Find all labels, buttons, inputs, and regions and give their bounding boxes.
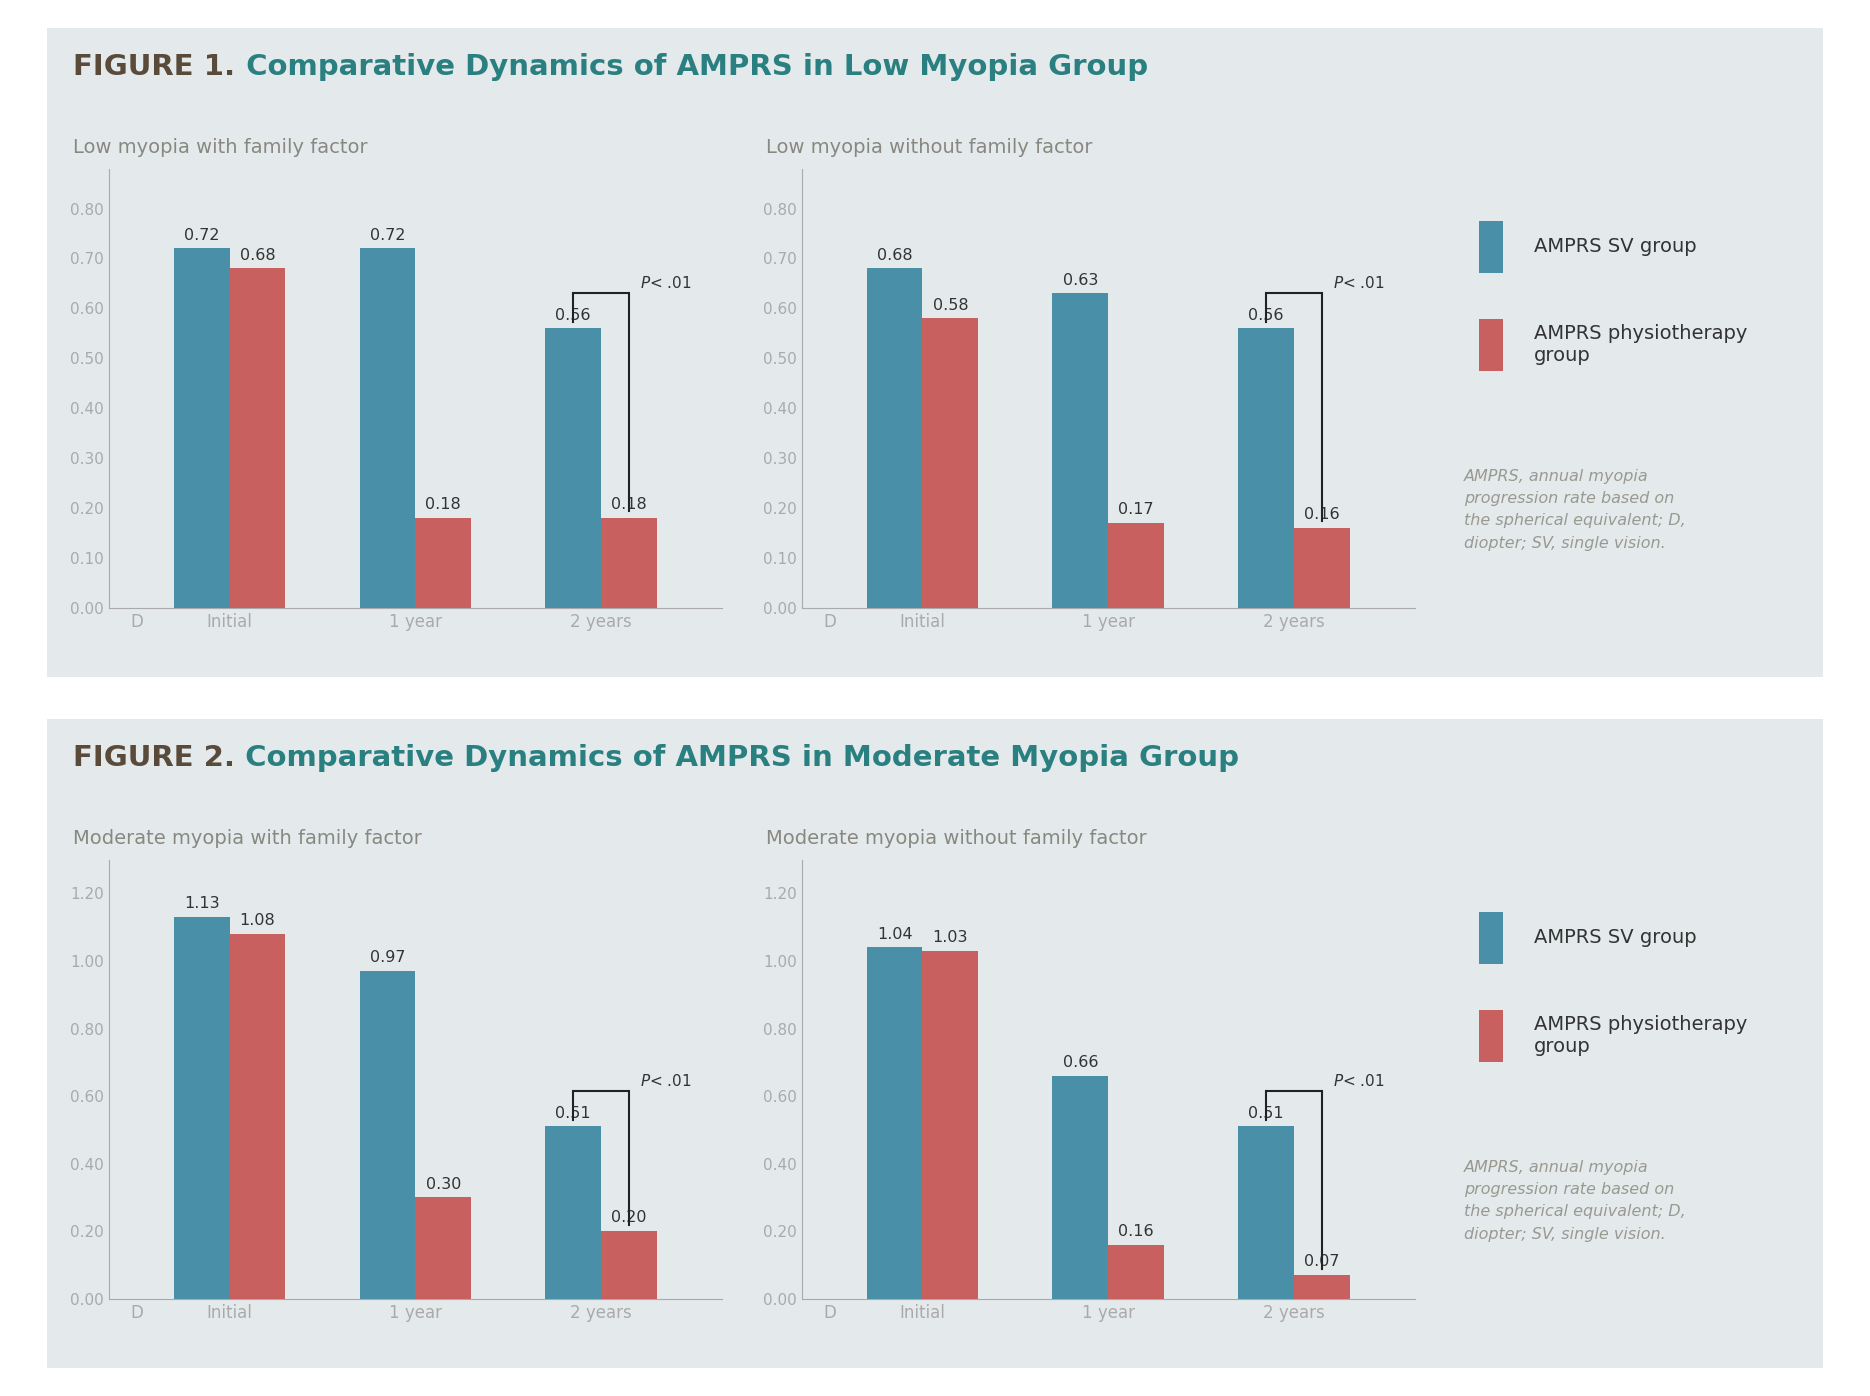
Text: 0.16: 0.16	[1303, 507, 1339, 522]
Bar	[1238, 1127, 1294, 1298]
Bar	[868, 948, 922, 1298]
Text: 0.51: 0.51	[555, 1106, 591, 1121]
Bar	[1238, 328, 1294, 607]
Bar	[1109, 1245, 1163, 1298]
FancyBboxPatch shape	[1479, 1009, 1503, 1062]
Text: $\mathit{P}$< .01: $\mathit{P}$< .01	[640, 1074, 692, 1089]
Bar	[1294, 1275, 1350, 1298]
Bar	[600, 518, 656, 607]
Text: 0.68: 0.68	[877, 247, 913, 262]
Text: FIGURE 2.: FIGURE 2.	[73, 744, 236, 772]
Text: Low myopia with family factor: Low myopia with family factor	[73, 138, 368, 158]
Bar	[230, 934, 286, 1298]
Text: 0.30: 0.30	[426, 1177, 460, 1192]
Bar	[546, 1127, 600, 1298]
Text: 0.16: 0.16	[1118, 1224, 1154, 1240]
Bar	[1109, 524, 1163, 607]
Bar	[868, 268, 922, 607]
Bar	[359, 248, 415, 607]
Text: 1.13: 1.13	[183, 896, 219, 912]
Text: 0.20: 0.20	[611, 1210, 647, 1226]
FancyBboxPatch shape	[1479, 221, 1503, 272]
Text: AMPRS, annual myopia
progression rate based on
the spherical equivalent; D,
diop: AMPRS, annual myopia progression rate ba…	[1464, 469, 1685, 550]
Bar	[415, 518, 471, 607]
Text: 0.58: 0.58	[933, 297, 969, 313]
FancyBboxPatch shape	[1479, 318, 1503, 371]
Text: AMPRS SV group: AMPRS SV group	[1533, 237, 1696, 255]
Text: Moderate myopia with family factor: Moderate myopia with family factor	[73, 829, 423, 849]
Bar	[230, 268, 286, 607]
Bar	[1053, 293, 1109, 607]
FancyBboxPatch shape	[1479, 912, 1503, 963]
Text: Low myopia without family factor: Low myopia without family factor	[767, 138, 1092, 158]
Bar	[1294, 528, 1350, 607]
Text: $\mathit{P}$< .01: $\mathit{P}$< .01	[1333, 1074, 1384, 1089]
Text: 1.03: 1.03	[933, 930, 969, 945]
Text: 0.97: 0.97	[370, 951, 406, 966]
Text: 1.04: 1.04	[877, 927, 913, 942]
Text: 0.07: 0.07	[1303, 1255, 1339, 1269]
Text: Comparative Dynamics of AMPRS in Moderate Myopia Group: Comparative Dynamics of AMPRS in Moderat…	[236, 744, 1240, 772]
Text: AMPRS SV group: AMPRS SV group	[1533, 928, 1696, 946]
Text: AMPRS physiotherapy
group: AMPRS physiotherapy group	[1533, 324, 1747, 366]
Text: 0.63: 0.63	[1062, 272, 1098, 288]
Text: $\mathit{P}$< .01: $\mathit{P}$< .01	[640, 275, 692, 290]
Bar	[546, 328, 600, 607]
Bar	[922, 951, 978, 1298]
Bar	[922, 318, 978, 607]
Text: Comparative Dynamics of AMPRS in Low Myopia Group: Comparative Dynamics of AMPRS in Low Myo…	[236, 53, 1148, 81]
Bar	[415, 1198, 471, 1298]
Text: 0.56: 0.56	[1249, 307, 1285, 322]
Text: 1.08: 1.08	[239, 913, 275, 928]
Text: $\mathit{P}$< .01: $\mathit{P}$< .01	[1333, 275, 1384, 290]
Text: FIGURE 1.: FIGURE 1.	[73, 53, 236, 81]
Text: 0.72: 0.72	[370, 228, 406, 243]
Bar	[174, 248, 230, 607]
Text: Moderate myopia without family factor: Moderate myopia without family factor	[767, 829, 1146, 849]
Text: 0.17: 0.17	[1118, 503, 1154, 517]
Bar	[1053, 1076, 1109, 1298]
Text: 0.18: 0.18	[424, 497, 462, 512]
Text: 0.51: 0.51	[1249, 1106, 1285, 1121]
Text: AMPRS physiotherapy
group: AMPRS physiotherapy group	[1533, 1015, 1747, 1057]
Text: AMPRS, annual myopia
progression rate based on
the spherical equivalent; D,
diop: AMPRS, annual myopia progression rate ba…	[1464, 1160, 1685, 1241]
Text: 0.66: 0.66	[1062, 1055, 1098, 1071]
Bar	[600, 1231, 656, 1298]
Text: 0.72: 0.72	[183, 228, 219, 243]
Bar	[359, 972, 415, 1298]
Text: 0.18: 0.18	[611, 497, 647, 512]
Text: 0.68: 0.68	[239, 247, 275, 262]
Text: 0.56: 0.56	[555, 307, 591, 322]
Bar	[174, 917, 230, 1298]
